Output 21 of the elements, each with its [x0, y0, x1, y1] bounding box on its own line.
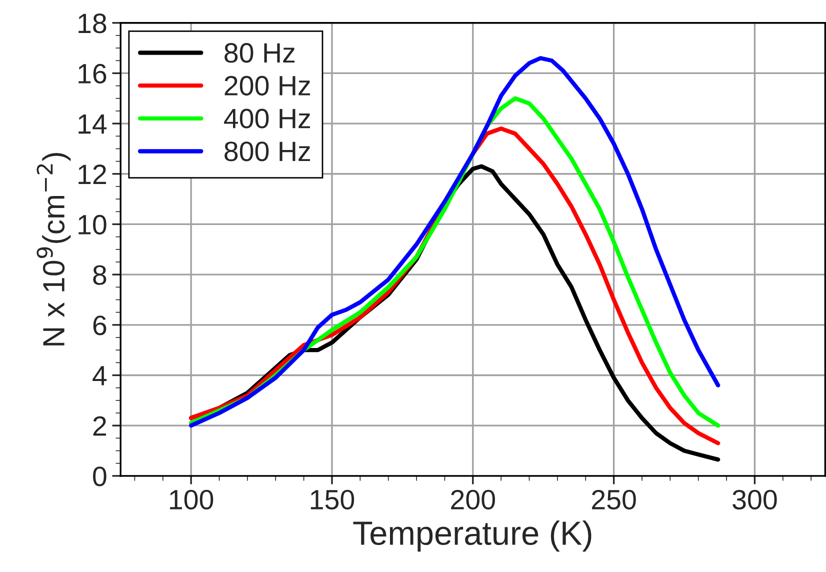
y-tick-label: 14	[78, 114, 107, 134]
x-tick-label: 250	[592, 490, 636, 510]
x-tick-label: 200	[451, 490, 495, 510]
y-tick-label: 4	[92, 366, 107, 386]
x-tick-label: 150	[310, 490, 354, 510]
x-axis-title: Temperature (K)	[353, 520, 592, 552]
y-tick-label: 0	[93, 466, 106, 486]
y-tick-label: 18	[78, 14, 106, 34]
y-tick-label: 16	[78, 64, 106, 84]
y-tick-label: 2	[93, 416, 106, 436]
x-tick-label: 100	[170, 490, 214, 510]
y-tick-label: 8	[93, 265, 106, 285]
y-axis-title: N x 10$^{9}$(cm$^{−2}$)	[36, 153, 71, 346]
legend-label: 800 Hz	[224, 142, 310, 162]
y-tick-label: 10	[78, 214, 106, 235]
legend-label: 80 Hz	[224, 43, 295, 63]
x-tick-label: 300	[732, 490, 777, 510]
y-tick-label: 6	[93, 316, 106, 336]
y-tick-label: 12	[78, 164, 106, 184]
legend-label: 400 Hz	[224, 108, 310, 128]
legend-label: 200 Hz	[224, 76, 310, 96]
